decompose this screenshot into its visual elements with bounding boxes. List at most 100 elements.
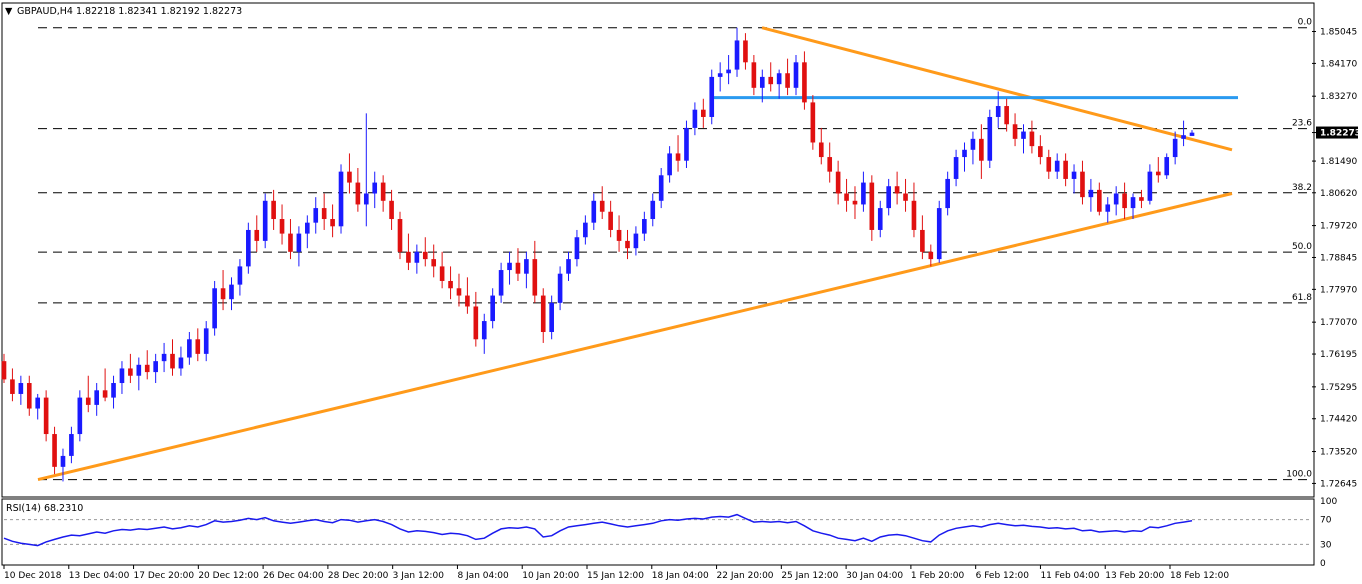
candle-body — [1071, 171, 1077, 179]
y-tick-label: 1.84170 — [1320, 59, 1357, 69]
candle-body — [962, 149, 967, 158]
candle-body — [1181, 135, 1186, 139]
candle-body — [642, 219, 647, 234]
rsi-tick-label: 100 — [1320, 497, 1337, 507]
x-tick-label: 17 Dec 20:00 — [134, 571, 195, 581]
candle-body — [995, 106, 1001, 117]
time-axis: 10 Dec 2018 13 Dec 04:00 17 Dec 20:00 20 De… — [3, 565, 1229, 581]
x-tick-label: 26 Dec 04:00 — [263, 571, 324, 581]
candle-body — [793, 62, 799, 88]
y-tick-label: 1.77070 — [1320, 318, 1357, 328]
y-tick-label: 1.77970 — [1320, 285, 1357, 295]
candle-body — [203, 328, 209, 354]
x-tick-label: 13 Feb 20:00 — [1105, 571, 1164, 581]
candle-body — [835, 171, 841, 194]
fib-label: 0.0 — [1298, 18, 1313, 28]
candle-body — [397, 219, 403, 252]
candle-body — [1088, 189, 1094, 198]
candle-body — [574, 237, 580, 260]
candle-body — [439, 266, 445, 281]
svg-text:1.82273: 1.82273 — [1320, 129, 1361, 139]
collapse-arrow-icon[interactable]: ▼ — [5, 6, 13, 17]
x-tick-label: 3 Jan 12:00 — [393, 571, 445, 581]
candle-body — [692, 109, 698, 128]
trendlines — [37, 26, 1238, 482]
rsi-panel — [1, 498, 1315, 566]
y-tick-label: 1.72645 — [1320, 479, 1357, 489]
candle-body — [380, 182, 386, 201]
x-tick-label: 13 Dec 04:00 — [69, 571, 130, 581]
candle-body — [1147, 171, 1153, 201]
candle-body — [785, 73, 790, 88]
candle-body — [844, 193, 849, 201]
candle-body — [1021, 131, 1026, 139]
candle-body — [936, 208, 942, 260]
chart-header: GBPAUD,H4 1.82218 1.82341 1.82192 1.8227… — [17, 6, 242, 17]
candle-body — [861, 182, 866, 205]
candle-body — [102, 390, 108, 398]
candle-body — [1105, 204, 1111, 212]
candle-body — [524, 259, 529, 274]
candle-body — [271, 200, 276, 220]
candle-body — [1097, 189, 1102, 212]
price-panel — [1, 2, 1315, 498]
candle-body — [566, 259, 571, 274]
candle-body — [414, 251, 420, 263]
candle-body — [128, 368, 133, 376]
candle-body — [650, 200, 656, 220]
candle-body — [1063, 160, 1068, 179]
candle-body — [1189, 132, 1195, 136]
candle-body — [920, 229, 925, 252]
candle-body — [852, 200, 858, 205]
fib-label: 38.2 — [1292, 183, 1312, 193]
candle-body — [153, 361, 158, 373]
candle-body — [338, 171, 344, 227]
candle-body — [1164, 157, 1170, 176]
candle-body — [77, 397, 83, 435]
candle-body — [709, 76, 715, 117]
candle-body — [979, 138, 984, 161]
candle-body — [549, 302, 554, 332]
candle-body — [675, 153, 681, 161]
candle-body — [1155, 171, 1161, 176]
candle-body — [363, 193, 369, 205]
candle-body — [869, 182, 875, 230]
candle-body — [144, 364, 150, 373]
rsi-line — [3, 513, 1193, 547]
candle-body — [321, 208, 327, 220]
candle-body — [498, 270, 504, 296]
candle-body — [85, 397, 91, 405]
candle-body — [734, 40, 740, 70]
candle-body — [313, 208, 319, 223]
candle-body — [827, 157, 833, 172]
candle-body — [743, 40, 748, 63]
candle-body — [187, 339, 192, 358]
trendline-0 — [37, 192, 1233, 482]
candle-body — [726, 69, 731, 74]
candle-body — [237, 266, 243, 285]
candle-body — [1046, 157, 1052, 172]
candle-body — [1139, 197, 1144, 201]
candle-body — [877, 208, 883, 230]
candle-body — [195, 339, 201, 354]
candle-body — [953, 157, 959, 179]
y-tick-label: 1.75295 — [1320, 383, 1357, 393]
x-tick-label: 20 Dec 12:00 — [198, 571, 259, 581]
y-tick-label: 1.79720 — [1320, 222, 1357, 232]
x-tick-label: 11 Feb 04:00 — [1040, 571, 1099, 581]
candle-body — [246, 229, 251, 267]
candle-body — [431, 259, 437, 267]
rsi-indicator: 100 70 30 0 — [3, 497, 1337, 569]
candle-body — [1038, 146, 1043, 158]
candle-body — [10, 379, 15, 394]
candle-body — [288, 233, 293, 252]
trendline-1 — [761, 26, 1233, 152]
rsi-tick-label: 30 — [1320, 540, 1332, 550]
candle-body — [355, 182, 361, 205]
y-tick-label: 1.83270 — [1320, 92, 1357, 102]
candle-body — [507, 262, 512, 271]
candle-body — [810, 102, 816, 143]
fib-label: 61.8 — [1292, 293, 1312, 303]
x-tick-label: 10 Dec 2018 — [4, 571, 62, 581]
candle-body — [69, 434, 74, 456]
